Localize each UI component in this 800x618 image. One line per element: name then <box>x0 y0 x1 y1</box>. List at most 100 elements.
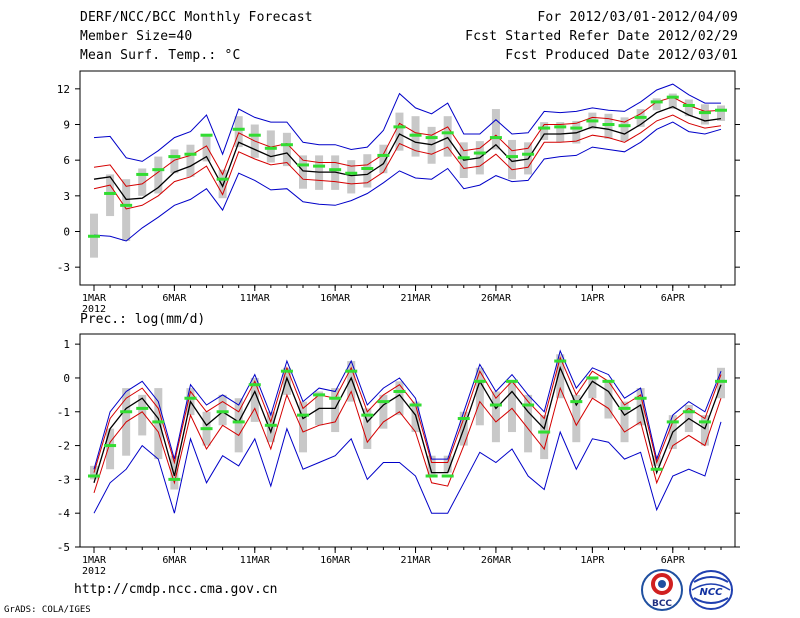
temperature-xtick-label: 16MAR <box>320 293 351 304</box>
precipitation-xtick-label: 16MAR <box>320 555 351 566</box>
variable-label-prec: Prec.: log(mm/d) <box>80 312 205 327</box>
precipitation-spread-box <box>250 377 259 422</box>
precipitation-spread-box <box>234 398 243 453</box>
precipitation-lower-line <box>93 386 722 494</box>
precipitation-spread-box <box>106 428 115 470</box>
temperature-median-mark <box>522 152 535 156</box>
produced-date-label: Fcst Produced Date 2012/03/01 <box>505 48 738 63</box>
precipitation-median-mark <box>361 413 374 417</box>
temperature-spread-box <box>491 109 500 150</box>
temperature-median-mark <box>377 153 390 157</box>
precipitation-spread-box <box>427 455 436 476</box>
precipitation-spread-box <box>331 388 340 433</box>
temperature-median-mark <box>409 133 422 137</box>
ncc-logo-text: NCC <box>699 587 723 598</box>
temperature-median-mark <box>634 115 647 119</box>
precipitation-xtick-label: 6MAR <box>162 555 187 566</box>
precipitation-mean-line <box>93 365 722 483</box>
precipitation-year-label: 2012 <box>82 566 106 577</box>
precipitation-median-mark <box>232 420 245 424</box>
temperature-spread-box <box>363 154 372 188</box>
temperature-ytick-label: 0 <box>63 226 70 239</box>
refer-date-label: Fcst Started Refer Date 2012/02/29 <box>465 29 738 44</box>
temperature-median-mark <box>650 100 663 104</box>
temperature-spread-box <box>620 117 629 142</box>
precipitation-spread-box <box>282 367 291 395</box>
temperature-median-mark <box>554 125 567 129</box>
temperature-spread-box <box>556 122 565 143</box>
precipitation-median-mark <box>602 379 615 383</box>
precipitation-spread-box <box>379 394 388 429</box>
temperature-year-label: 2012 <box>82 304 106 315</box>
precipitation-min-line <box>93 421 722 514</box>
precipitation-median-mark <box>586 376 599 380</box>
temperature-ytick-label: 3 <box>63 190 70 203</box>
precipitation-median-mark <box>120 410 133 414</box>
source-url[interactable]: http://cmdp.ncc.cma.gov.cn <box>74 582 278 597</box>
bcc-logo: BCC <box>641 569 683 611</box>
precipitation-xtick-label: 6APR <box>661 555 686 566</box>
precipitation-median-mark <box>393 389 406 393</box>
precipitation-median-mark <box>522 403 535 407</box>
temperature-ytick-label: -3 <box>57 261 70 274</box>
temperature-xtick-label: 1APR <box>580 293 605 304</box>
precipitation-spread-box <box>588 377 597 399</box>
temperature-median-mark <box>602 123 615 126</box>
temperature-median-mark <box>441 131 454 135</box>
precipitation-spread-box <box>299 401 307 453</box>
precipitation-ytick-label: 1 <box>63 338 70 351</box>
precipitation-xtick-label: 21MAR <box>400 555 431 566</box>
temperature-spread-box <box>604 113 613 139</box>
temperature-median-mark <box>216 177 229 181</box>
precipitation-median-mark <box>248 383 261 387</box>
temperature-median-mark <box>489 136 502 140</box>
precipitation-median-mark <box>506 379 518 383</box>
temperature-ytick-label: 9 <box>63 119 70 132</box>
precipitation-ytick-label: -2 <box>57 440 70 453</box>
temperature-median-mark <box>168 155 181 159</box>
precipitation-upper-line <box>93 356 722 473</box>
temperature-median-mark <box>345 171 358 175</box>
temperature-spread-box <box>218 169 227 199</box>
precipitation-spread-box <box>620 401 629 443</box>
temperature-median-mark <box>698 111 711 115</box>
precipitation-spread-box <box>218 394 227 426</box>
temperature-spread-box <box>138 168 147 196</box>
precipitation-spread-box <box>154 388 163 460</box>
temperature-median-mark <box>329 168 342 172</box>
precipitation-median-mark <box>618 406 631 410</box>
ncc-logo: NCC <box>689 570 733 610</box>
precipitation-spread-box <box>700 415 709 446</box>
precipitation-xtick-label: 1MAR <box>82 555 107 566</box>
temperature-spread-box <box>299 155 307 189</box>
precipitation-spread-box <box>90 465 98 480</box>
temperature-median-mark <box>715 108 727 112</box>
precipitation-median-mark <box>184 396 197 400</box>
precipitation-spread-box <box>572 394 581 443</box>
temperature-spread-box <box>379 144 388 174</box>
precipitation-median-mark <box>264 423 277 427</box>
precipitation-median-mark <box>152 420 165 424</box>
precipitation-median-mark <box>554 359 567 363</box>
temperature-median-mark <box>361 166 374 170</box>
precipitation-median-mark <box>345 369 358 373</box>
temperature-median-mark <box>313 164 326 168</box>
precipitation-spread-box <box>717 367 725 399</box>
precipitation-max-line <box>93 349 722 470</box>
temperature-median-mark <box>152 168 165 172</box>
precipitation-plot-frame <box>79 333 736 548</box>
temperature-median-mark <box>682 103 695 107</box>
precipitation-spread-box <box>138 394 147 436</box>
precipitation-median-mark <box>698 420 711 424</box>
temperature-median-mark <box>618 124 631 128</box>
temperature-spread-box <box>106 174 115 217</box>
bcc-logo-text: BCC <box>652 599 672 609</box>
precipitation-ytick-label: -1 <box>57 406 70 419</box>
precipitation-spread-box <box>443 455 452 473</box>
temperature-median-mark <box>104 191 117 195</box>
precipitation-spread-box <box>347 361 356 402</box>
precipitation-median-mark <box>216 410 229 414</box>
temperature-min-line <box>93 121 722 242</box>
temperature-median-mark <box>586 119 599 123</box>
temperature-spread-box <box>122 179 131 242</box>
